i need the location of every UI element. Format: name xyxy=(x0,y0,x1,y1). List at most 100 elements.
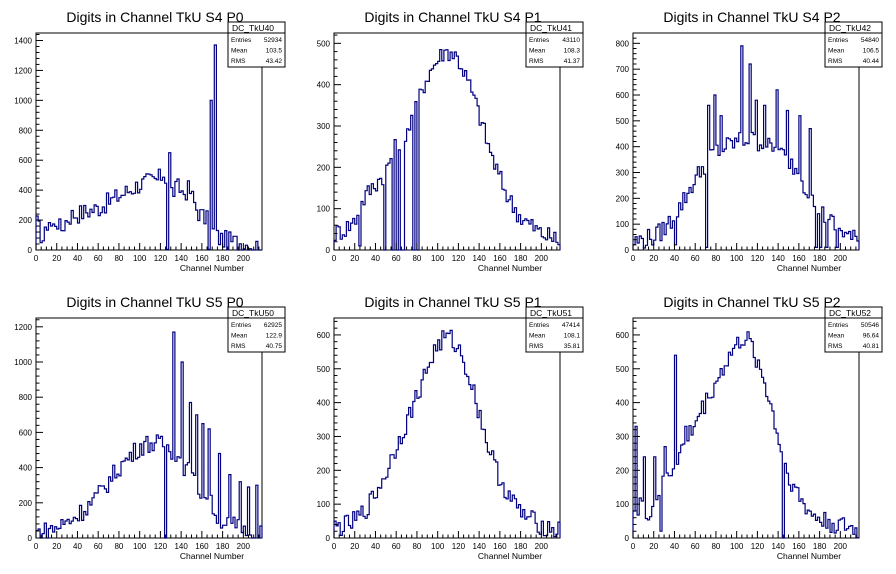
x-tick-label: 60 xyxy=(691,254,700,263)
x-tick-label: 60 xyxy=(94,542,103,551)
x-tick-label: 20 xyxy=(649,542,658,551)
stats-mean-value: 103.5 xyxy=(266,48,283,55)
stats-mean-label: Mean xyxy=(231,48,248,55)
chart-panel-4: Digits in Channel TkU S5 P0 0 20 40 60 80 100 1… xyxy=(14,294,286,561)
stats-entries-value: 43110 xyxy=(562,37,580,44)
y-tick-label: 500 xyxy=(616,117,630,126)
x-tick-label: 40 xyxy=(73,542,82,551)
y-tick-label: 400 xyxy=(317,399,331,408)
y-tick-label: 600 xyxy=(19,156,33,165)
y-tick-label: 300 xyxy=(616,432,630,441)
y-tick-label: 0 xyxy=(28,534,33,543)
x-tick-label: 60 xyxy=(392,542,401,551)
y-tick-label: 400 xyxy=(19,464,33,473)
y-tick-label: 100 xyxy=(317,205,331,214)
chart-title: Digits in Channel TkU S5 P1 xyxy=(364,294,541,310)
x-tick-label: 120 xyxy=(154,254,168,263)
x-axis-label: Channel Number xyxy=(478,263,542,273)
x-tick-label: 0 xyxy=(631,254,636,263)
y-tick-label: 1200 xyxy=(14,66,32,75)
stats-rms-value: 41.37 xyxy=(564,58,581,65)
stats-entries-label: Entries xyxy=(231,37,252,44)
x-tick-label: 120 xyxy=(154,542,168,551)
x-tick-label: 180 xyxy=(514,542,528,551)
stats-mean-value: 96.64 xyxy=(863,333,880,340)
y-tick-label: 200 xyxy=(19,499,33,508)
plot-frame xyxy=(35,32,263,251)
stats-box xyxy=(824,306,883,353)
y-tick-label: 0 xyxy=(28,246,33,255)
stats-rms-label: RMS xyxy=(231,343,246,350)
x-tick-label: 160 xyxy=(792,542,806,551)
y-tick-label: 500 xyxy=(317,39,331,48)
stats-box xyxy=(824,21,883,68)
y-tick-label: 300 xyxy=(317,122,331,131)
y-tick-label: 800 xyxy=(616,39,630,48)
y-tick-label: 100 xyxy=(616,220,630,229)
x-tick-label: 140 xyxy=(472,254,486,263)
chart-title: Digits in Channel TkU S4 P2 xyxy=(663,9,840,25)
y-tick-label: 200 xyxy=(616,194,630,203)
stats-mean-label: Mean xyxy=(231,333,248,340)
x-tick-label: 20 xyxy=(649,254,658,263)
stats-mean-label: Mean xyxy=(529,48,546,55)
plot-frame xyxy=(35,317,263,539)
x-tick-label: 60 xyxy=(94,254,103,263)
x-tick-label: 0 xyxy=(631,542,636,551)
stats-rms-label: RMS xyxy=(828,343,843,350)
stats-rms-label: RMS xyxy=(529,58,544,65)
stats-entries-label: Entries xyxy=(828,322,849,329)
y-tick-label: 200 xyxy=(317,466,331,475)
x-tick-label: 160 xyxy=(792,254,806,263)
x-tick-label: 180 xyxy=(216,542,230,551)
y-tick-label: 1200 xyxy=(14,323,32,332)
stats-entries-value: 62925 xyxy=(264,322,282,329)
stats-name: DC_TkU40 xyxy=(232,23,274,33)
stats-entries-value: 50546 xyxy=(861,322,879,329)
x-tick-label: 180 xyxy=(514,254,528,263)
stats-rms-label: RMS xyxy=(231,58,246,65)
y-tick-label: 800 xyxy=(19,126,33,135)
x-tick-label: 40 xyxy=(73,254,82,263)
stats-name: DC_TkU42 xyxy=(829,23,871,33)
chart-title: Digits in Channel TkU S4 P1 xyxy=(364,9,541,25)
stats-mean-value: 106.5 xyxy=(863,48,880,55)
y-tick-label: 500 xyxy=(616,365,630,374)
x-tick-label: 100 xyxy=(133,542,147,551)
y-tick-label: 200 xyxy=(19,216,33,225)
x-tick-label: 80 xyxy=(412,254,421,263)
stats-mean-label: Mean xyxy=(529,333,546,340)
y-tick-label: 0 xyxy=(326,246,331,255)
x-tick-label: 140 xyxy=(771,542,785,551)
chart-title: Digits in Channel TkU S5 P2 xyxy=(663,294,840,310)
y-tick-label: 600 xyxy=(616,91,630,100)
x-tick-label: 60 xyxy=(392,254,401,263)
stats-mean-value: 108.1 xyxy=(564,333,581,340)
x-tick-label: 200 xyxy=(237,254,251,263)
chart-panel-5: Digits in Channel TkU S5 P1 0 20 40 60 80 100 1… xyxy=(317,294,584,561)
stats-entries-label: Entries xyxy=(231,322,252,329)
x-tick-label: 40 xyxy=(371,542,380,551)
x-tick-label: 40 xyxy=(371,254,380,263)
y-tick-label: 600 xyxy=(19,428,33,437)
stats-mean-label: Mean xyxy=(828,48,845,55)
stats-mean-value: 108.3 xyxy=(564,48,581,55)
x-tick-label: 100 xyxy=(431,542,445,551)
stats-entries-value: 52934 xyxy=(264,37,282,44)
stats-rms-label: RMS xyxy=(828,58,843,65)
y-tick-label: 400 xyxy=(616,399,630,408)
chart-panel-2: Digits in Channel TkU S4 P1 0 20 40 60 80 100 1… xyxy=(317,9,584,273)
x-tick-label: 160 xyxy=(493,542,507,551)
x-tick-label: 40 xyxy=(670,254,679,263)
y-tick-label: 700 xyxy=(616,65,630,74)
y-tick-label: 600 xyxy=(616,331,630,340)
stats-name: DC_TkU51 xyxy=(530,308,572,318)
x-tick-label: 80 xyxy=(114,542,123,551)
x-tick-label: 180 xyxy=(813,254,827,263)
x-tick-label: 180 xyxy=(216,254,230,263)
x-tick-label: 20 xyxy=(52,254,61,263)
y-tick-label: 100 xyxy=(616,500,630,509)
plot-frame xyxy=(333,317,561,539)
x-axis-label: Channel Number xyxy=(777,263,841,273)
stats-box xyxy=(227,21,286,68)
